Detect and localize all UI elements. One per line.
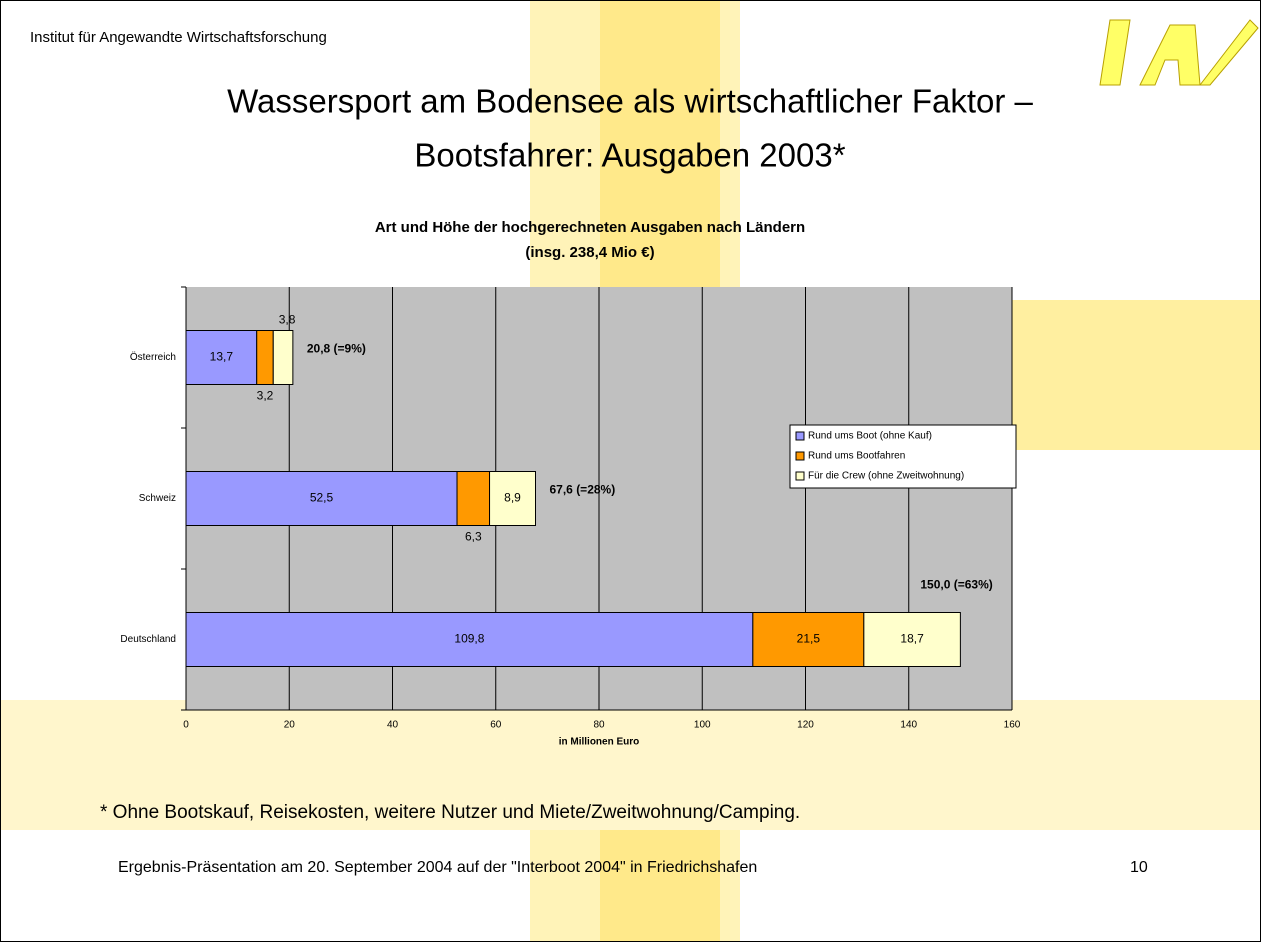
footer: Ergebnis-Präsentation am 20. September 2…	[118, 859, 757, 876]
value-label: 13,7	[210, 350, 234, 364]
x-tick-label: 100	[694, 720, 711, 731]
legend-swatch	[795, 471, 805, 481]
y-tick-label: Schweiz	[139, 493, 176, 504]
value-label: 6,3	[465, 530, 482, 544]
page-number: 10	[1130, 859, 1148, 876]
total-label: 67,6 (=28%)	[550, 483, 616, 497]
x-tick-label: 20	[284, 720, 296, 731]
x-tick-label: 120	[797, 720, 814, 731]
bar-segment	[185, 330, 258, 385]
legend-label: Rund ums Bootfahren	[808, 451, 905, 462]
value-label: 3,8	[279, 313, 296, 327]
footnote: * Ohne Bootskauf, Reisekosten, weitere N…	[100, 802, 800, 823]
value-label: 3,2	[257, 389, 274, 403]
legend-swatch	[795, 451, 805, 461]
legend-swatch	[795, 431, 805, 441]
bar-segment	[185, 612, 754, 667]
header: Institut für Angewandte Wirtschaftsforsc…	[30, 29, 327, 46]
bar-segment	[185, 471, 458, 526]
bar-segment	[489, 471, 537, 526]
x-tick-label: 60	[490, 720, 502, 731]
chart-subtitle: (insg. 238,4 Mio €)	[525, 244, 654, 261]
x-tick-label: 0	[183, 720, 189, 731]
bar-segment	[272, 330, 294, 385]
x-tick-label: 80	[593, 720, 605, 731]
value-label: 109,8	[454, 632, 484, 646]
y-tick-label: Österreich	[130, 351, 176, 363]
legend-box	[789, 424, 1017, 489]
logo	[1099, 19, 1259, 86]
x-tick-label: 140	[900, 720, 917, 731]
value-label: 52,5	[310, 491, 334, 505]
chart-title: Art und Höhe der hochgerechneten Ausgabe…	[375, 219, 805, 236]
x-tick-label: 160	[1004, 720, 1021, 731]
x-tick-label: 40	[387, 720, 399, 731]
bar-segment	[256, 330, 274, 385]
y-tick-label: Deutschland	[120, 634, 176, 645]
total-label: 150,0 (=63%)	[920, 578, 992, 592]
bar-segment	[456, 471, 491, 526]
total-label: 20,8 (=9%)	[307, 342, 366, 356]
x-axis-label: in Millionen Euro	[559, 737, 640, 748]
slide-title: Bootsfahrer: Ausgaben 2003*	[414, 137, 845, 174]
legend-label: Rund ums Boot (ohne Kauf)	[808, 431, 932, 442]
bg-band	[1000, 300, 1261, 450]
bg-band	[0, 700, 1261, 830]
bar-segment	[752, 612, 865, 667]
bar-segment	[863, 612, 961, 667]
legend-label: Für die Crew (ohne Zweitwohnung)	[808, 471, 964, 482]
slide-title: Wassersport am Bodensee als wirtschaftli…	[227, 83, 1033, 120]
value-label: 21,5	[797, 632, 821, 646]
value-label: 18,7	[900, 632, 924, 646]
value-label: 8,9	[504, 491, 521, 505]
